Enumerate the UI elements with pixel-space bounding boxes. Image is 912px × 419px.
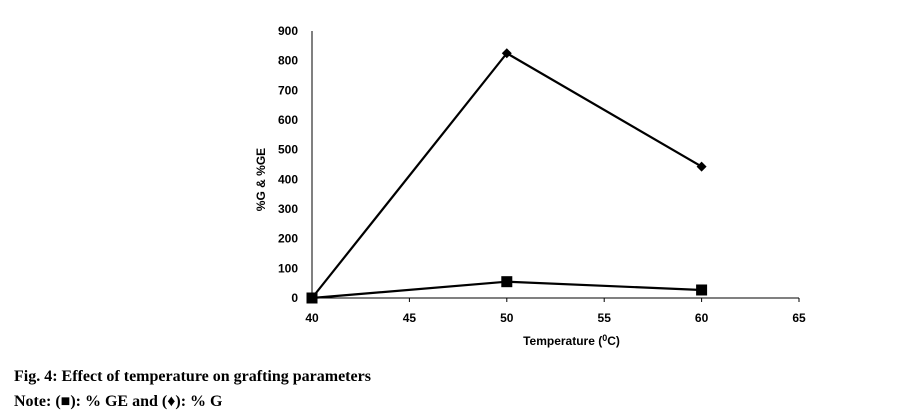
y-tick-label: 900 (278, 24, 298, 38)
note-mid: ): % GE and ( (70, 393, 168, 410)
y-tick-label: 500 (278, 143, 298, 157)
y-tick-label: 400 (278, 172, 298, 186)
x-tick-label: 45 (403, 311, 417, 325)
series-line-diamond (311, 52, 703, 299)
x-tick-label: 65 (792, 311, 806, 325)
y-axis-ticks: 0 100 200 300 400 500 600 700 800 900 (278, 24, 298, 305)
note-suffix: ): % G (175, 393, 223, 410)
y-axis-title: %G & %GE (254, 148, 268, 211)
x-tick-label: 40 (305, 311, 319, 325)
data-point-square (501, 276, 513, 288)
data-point-square (696, 284, 708, 296)
data-point-square (306, 292, 318, 304)
y-tick-label: 100 (278, 261, 298, 275)
x-tick-label: 60 (695, 311, 709, 325)
series-group (306, 48, 708, 304)
y-tick-label: 800 (278, 54, 298, 68)
chart: 0 100 200 300 400 500 600 700 800 900 40 45 50 55 60 6… (254, 24, 806, 348)
figure-caption-note: Note: (■): % GE and (♦): % G (14, 393, 223, 411)
note-square-symbol: ■ (60, 393, 71, 410)
note-diamond-symbol: ♦ (167, 393, 176, 410)
data-point-diamond (696, 161, 707, 172)
y-tick-label: 600 (278, 113, 298, 127)
x-axis-ticks: 40 45 50 55 60 65 (305, 298, 806, 325)
note-prefix: Note: ( (14, 393, 61, 410)
y-tick-label: 200 (278, 232, 298, 246)
data-point-diamond (501, 48, 512, 59)
x-tick-label: 50 (500, 311, 514, 325)
y-tick-label: 300 (278, 202, 298, 216)
y-tick-label: 0 (291, 291, 298, 305)
figure-caption-title: Fig. 4: Effect of temperature on graftin… (14, 368, 371, 385)
x-tick-label: 55 (598, 311, 612, 325)
y-tick-label: 700 (278, 83, 298, 97)
x-axis-title: Temperature (0C) (523, 333, 620, 348)
